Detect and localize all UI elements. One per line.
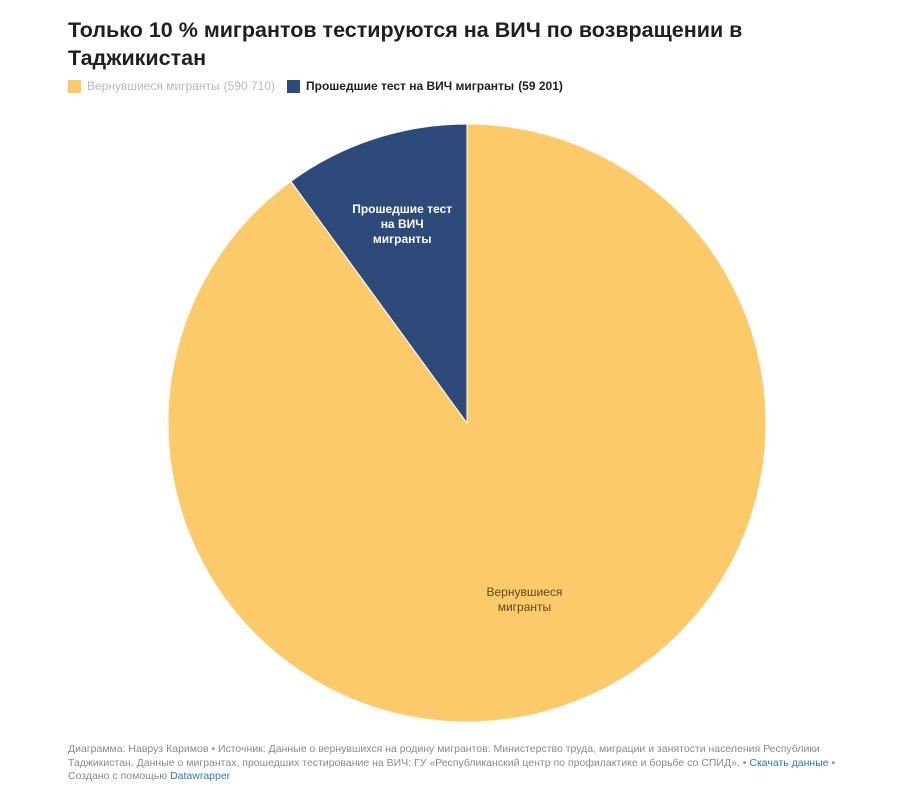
footer: Диаграмма: Навруз Каримов • Источник: Да… [68, 743, 868, 784]
legend: Вернувшиеся мигранты (590 710) Прошедшие… [68, 79, 575, 93]
legend-item-tested[interactable]: Прошедшие тест на ВИЧ мигранты (59 201) [287, 79, 563, 93]
legend-item-returned[interactable]: Вернувшиеся мигранты (590 710) [68, 79, 275, 93]
legend-swatch-tested [287, 79, 300, 93]
chart-title: Только 10 % мигрантов тестируются на ВИЧ… [68, 18, 743, 70]
datawrapper-link[interactable]: Datawrapper [170, 770, 231, 782]
legend-value-tested: (59 201) [518, 79, 563, 93]
footer-created-with: Создано с помощью [68, 770, 171, 782]
footer-separator: • [828, 756, 836, 769]
legend-value-returned: (590 710) [223, 79, 275, 93]
pie-slice-label-1: Прошедшие тест на ВИЧ мигранты [352, 202, 452, 246]
pie-slice-label-0: Вернувшиеся мигранты [486, 585, 562, 614]
download-data-link[interactable]: Скачать данные [749, 756, 829, 769]
legend-label-returned: Вернувшиеся мигранты [87, 79, 220, 93]
footer-credits: Диаграмма: Навруз Каримов • Источник: Да… [68, 743, 820, 769]
pie-slice-1[interactable] [290, 123, 468, 425]
legend-label-tested: Прошедшие тест на ВИЧ мигранты [306, 79, 515, 93]
legend-swatch-returned [68, 79, 81, 93]
